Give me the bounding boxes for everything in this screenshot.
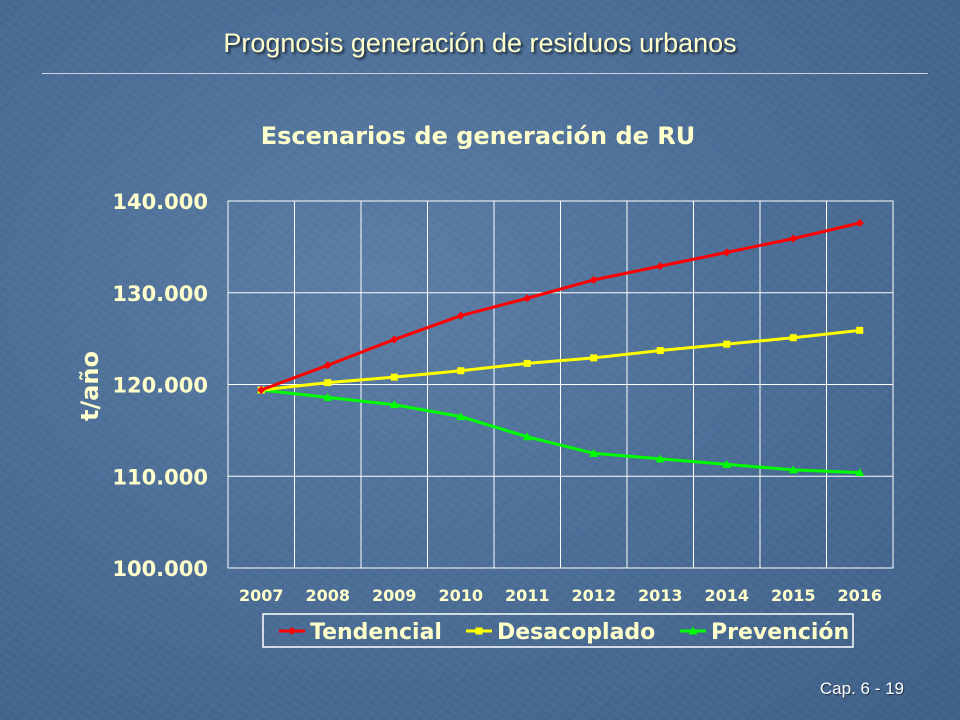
data-point-prevencin [389,400,399,409]
series-line-tendencial [260,221,861,392]
series-line-prevencin [261,388,860,475]
x-tick-label: 2009 [372,586,417,605]
data-point-tendencial [789,234,798,243]
y-tick-label: 130.000 [112,282,208,306]
data-point-desacoplado [523,359,531,367]
y-tick-label: 110.000 [112,465,208,489]
x-tick-label: 2013 [638,586,683,605]
series-tendencial [257,219,864,395]
legend-label-prevencin: Prevención [711,620,849,645]
x-tick-label: 2015 [771,586,816,605]
data-point-tendencial [855,219,864,228]
legend-label-tendencial: Tendencial [310,620,442,645]
data-point-tendencial [656,262,665,271]
grid [227,200,894,569]
legend-marker-tendencial [288,627,296,635]
data-point-tendencial [456,311,465,320]
data-point-prevencin [788,465,798,474]
y-tick-label: 120.000 [112,374,208,398]
series-prevencin [256,385,865,477]
legend-frame [262,613,854,648]
data-point-desacoplado [324,379,332,387]
data-point-prevencin [855,468,865,477]
x-tick-label: 2014 [704,586,749,605]
x-tick-label: 2011 [505,586,550,605]
data-point-desacoplado [390,373,398,381]
series-desacoplado [257,326,864,394]
data-point-prevencin [323,392,333,401]
x-tick-label: 2012 [571,586,616,605]
slide-title: Prognosis generación de residuos urbanos [223,28,737,58]
legend-label-desacoplado: Desacoplado [497,620,655,645]
series-line-desacoplado [261,328,860,392]
y-axis: 100.000 110.000 120.000 130.000 140.000 [112,190,208,581]
data-point-prevencin [456,412,466,421]
legend-marker-prevencin [688,626,698,635]
legend: Tendencial Desacoplado Prevención [262,613,854,648]
y-tick-label: 140.000 [112,190,208,214]
data-point-tendencial [390,335,399,344]
x-tick-label: 2016 [837,586,882,605]
data-point-tendencial [589,275,598,284]
data-point-prevencin [655,454,665,463]
data-point-tendencial [323,361,332,370]
data-point-tendencial [257,386,266,395]
series-group [256,219,865,477]
y-tick-label: 100.000 [112,557,208,581]
title-divider [42,73,928,74]
data-point-tendencial [523,294,532,303]
data-point-desacoplado [856,326,864,334]
data-point-desacoplado [789,334,797,342]
legend-marker-desacoplado [475,627,483,635]
data-point-prevencin [722,459,732,468]
data-point-tendencial [722,248,731,257]
data-point-prevencin [522,432,532,441]
data-point-prevencin [589,448,599,457]
data-point-desacoplado [656,347,664,355]
x-tick-label: 2007 [239,586,284,605]
x-axis: 2007 2008 2009 2010 2011 2012 2013 2014 2015 2016 [239,586,882,605]
data-point-desacoplado [590,354,598,362]
y-axis-label: t/año [76,351,104,421]
chart-title: Escenarios de generación de RU [261,122,695,150]
data-point-desacoplado [723,340,731,348]
data-point-desacoplado [457,367,465,375]
x-tick-label: 2010 [438,586,483,605]
slide-footer: Cap. 6 - 19 [819,679,904,698]
x-tick-label: 2008 [305,586,350,605]
